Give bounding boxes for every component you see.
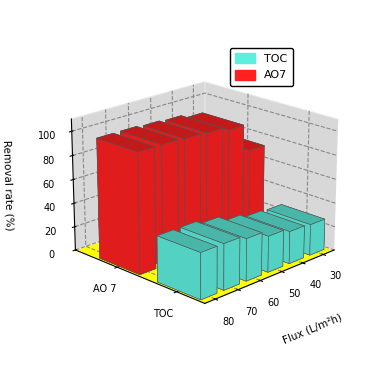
X-axis label: Flux (L/m²h): Flux (L/m²h) bbox=[281, 313, 343, 346]
Legend: TOC, AO7: TOC, AO7 bbox=[230, 48, 293, 86]
